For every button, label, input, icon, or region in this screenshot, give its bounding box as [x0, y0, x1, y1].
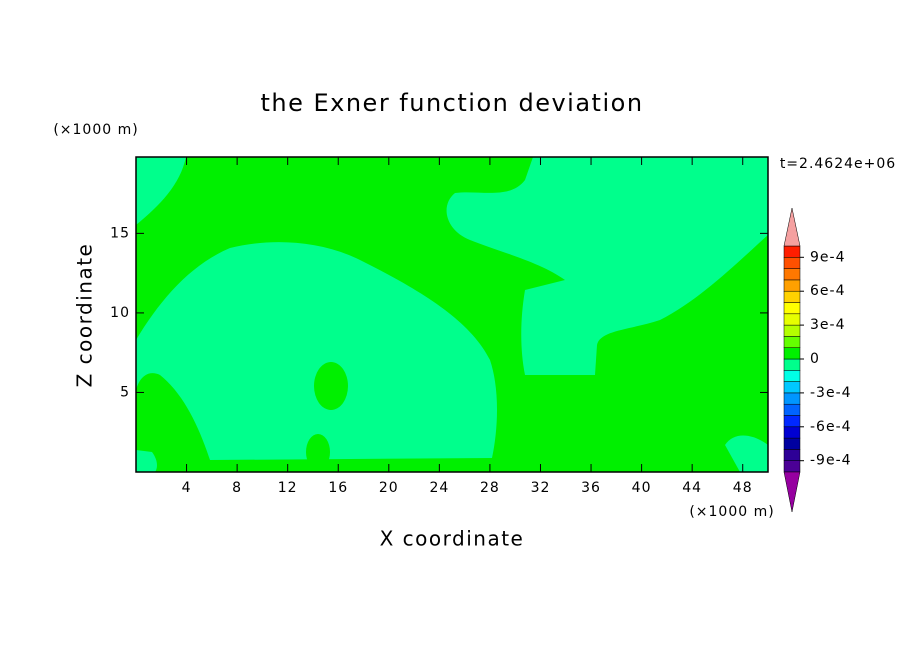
colorbar-tick-label: -9e-4 [810, 453, 852, 469]
contour-region [725, 435, 768, 472]
colorbar-bin [783, 302, 801, 315]
colorbar-tick-label: 6e-4 [810, 283, 845, 299]
colorbar-bin [783, 257, 801, 269]
colorbar-bin [783, 460, 801, 473]
x-tick-label: 8 [232, 480, 242, 496]
colorbar-bin [783, 381, 801, 394]
x-tick-label: 16 [328, 480, 348, 496]
contour-region [136, 450, 157, 472]
y-unit: (×1000 m) [53, 122, 138, 138]
colorbar-tick-label: 9e-4 [810, 249, 845, 265]
colorbar-bin [783, 403, 801, 416]
colorbar-tick-label: 3e-4 [810, 317, 845, 333]
contour-region [314, 362, 348, 410]
colorbar-bin [783, 324, 801, 337]
y-tick-label: 15 [110, 225, 130, 241]
colorbar-bin [783, 336, 801, 348]
contour-region [446, 157, 768, 375]
x-unit: (×1000 m) [689, 504, 774, 520]
colorbar-bin [783, 245, 801, 258]
colorbar-tick-label: -6e-4 [810, 419, 852, 435]
plot-frame [135, 156, 769, 473]
colorbar-bin [783, 437, 801, 450]
x-tick-label: 12 [278, 480, 298, 496]
contour-region [136, 242, 497, 460]
chart-title: the Exner function deviation [260, 89, 643, 117]
y-tick-label: 10 [110, 305, 130, 321]
x-tick-label: 20 [379, 480, 399, 496]
x-tick-label: 24 [429, 480, 449, 496]
x-tick-label: 48 [733, 480, 753, 496]
time-label: t=2.4624e+06 [780, 156, 896, 172]
colorbar-over [783, 207, 801, 247]
x-tick-label: 28 [480, 480, 500, 496]
colorbar-bin [783, 370, 801, 382]
x-tick-label: 36 [581, 480, 601, 496]
colorbar-bin [783, 392, 801, 405]
colorbar-bin [783, 268, 801, 281]
colorbar-bin [783, 426, 801, 439]
x-tick-label: 44 [682, 480, 702, 496]
colorbar-bin [783, 290, 801, 303]
contour-region [136, 157, 186, 225]
colorbar-bin [783, 449, 801, 461]
contour-region [306, 434, 330, 470]
contour-field [136, 157, 768, 472]
colorbar-tick-label: -3e-4 [810, 385, 852, 401]
x-tick-label: 32 [531, 480, 551, 496]
colorbar-bin [783, 415, 801, 428]
x-tick-label: 40 [632, 480, 652, 496]
colorbar-bin [783, 358, 801, 371]
colorbar-bin [783, 313, 801, 326]
x-tick-label: 4 [182, 480, 192, 496]
colorbar-bin [783, 347, 801, 360]
colorbar-bin [783, 279, 801, 292]
colorbar-under [783, 471, 801, 513]
colorbar-tick-label: 0 [810, 351, 820, 367]
x-axis-label: X coordinate [380, 527, 525, 551]
y-axis-label: Z coordinate [73, 243, 97, 388]
y-tick-label: 5 [120, 384, 130, 400]
